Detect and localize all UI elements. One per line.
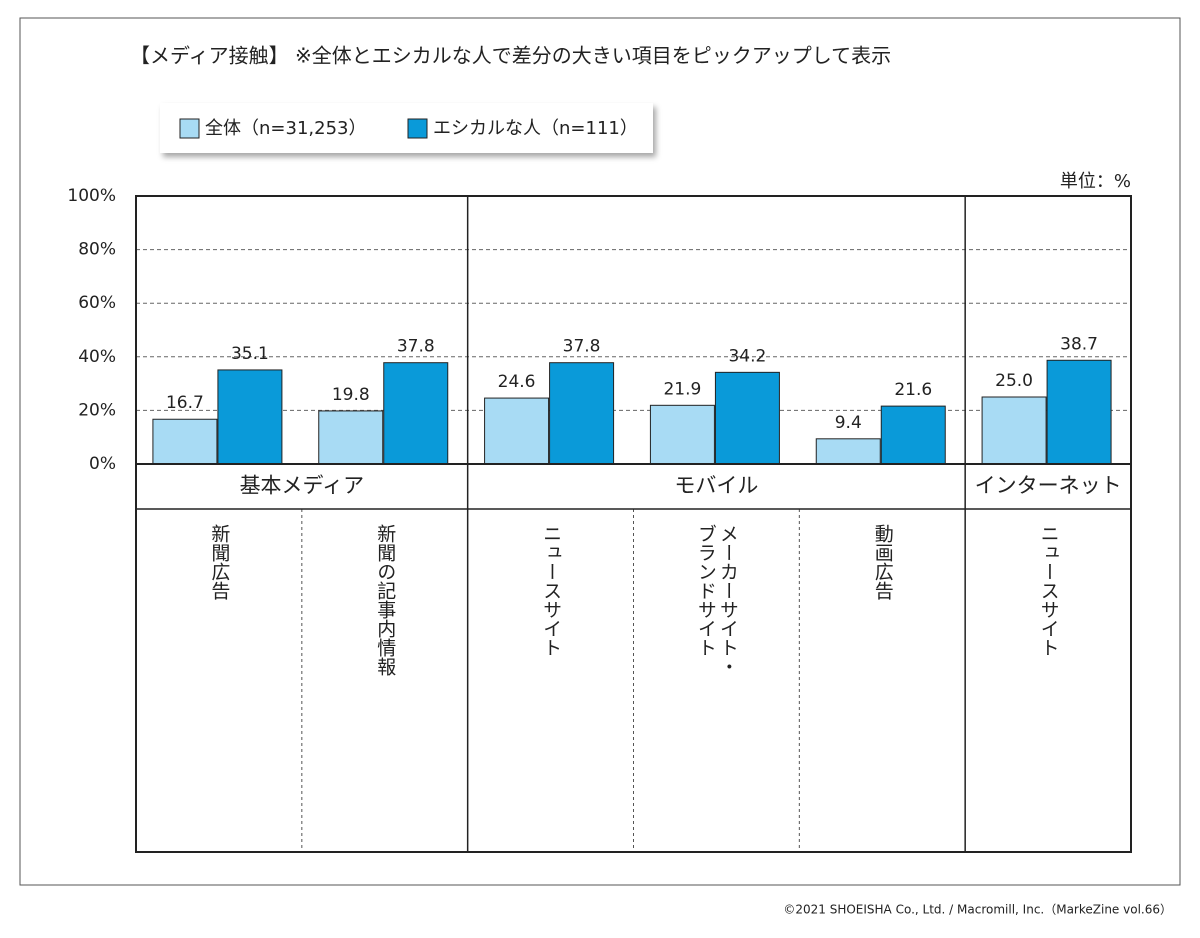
- category-label: 新聞の記事内情報: [374, 524, 396, 677]
- category-label: 動画広告: [872, 524, 894, 600]
- value-label: 21.9: [663, 379, 701, 399]
- group-label: インターネット: [975, 474, 1122, 498]
- bar: [981, 396, 1047, 465]
- legend-box: [160, 103, 653, 153]
- value-label: 34.2: [728, 346, 766, 366]
- bar: [714, 371, 780, 465]
- legend-label: 全体（n=31,253）: [205, 118, 366, 139]
- bar: [1046, 359, 1112, 465]
- category-label: 新聞広告: [208, 524, 230, 600]
- value-label: 37.8: [563, 337, 601, 357]
- chart-title: 【メディア接触】 ※全体とエシカルな人で差分の大きい項目をピックアップして表示: [130, 44, 891, 68]
- y-tick-label: 0%: [89, 454, 116, 474]
- value-label: 16.7: [166, 393, 204, 413]
- value-label: 35.1: [231, 344, 269, 364]
- bar: [383, 362, 449, 465]
- bar: [649, 404, 715, 465]
- frame: [19, 17, 1181, 886]
- bar: [815, 438, 881, 465]
- group-label: 基本メディア: [240, 474, 365, 498]
- bar: [549, 362, 615, 465]
- value-label: 37.8: [397, 337, 435, 357]
- bar: [217, 369, 283, 465]
- value-label: 38.7: [1060, 334, 1098, 354]
- bar: [484, 397, 550, 465]
- legend-label: エシカルな人（n=111）: [433, 118, 638, 139]
- y-tick-label: 100%: [67, 186, 116, 206]
- legend-swatch: [407, 118, 428, 139]
- unit-label: 単位：%: [1060, 171, 1131, 192]
- bar: [318, 410, 384, 465]
- group-label: モバイル: [674, 474, 758, 498]
- value-label: 25.0: [995, 371, 1033, 391]
- legend-swatch: [179, 118, 200, 139]
- value-label: 19.8: [332, 385, 370, 405]
- bar: [880, 405, 946, 465]
- category-label: ニュースサイト: [540, 524, 562, 657]
- footer: ©2021 SHOEISHA Co., Ltd. / Macromill, In…: [783, 903, 1172, 917]
- plot-frame: [135, 195, 1132, 853]
- category-label: ニュースサイト: [1038, 524, 1060, 657]
- y-tick-label: 60%: [78, 293, 116, 313]
- y-tick-label: 40%: [78, 347, 116, 367]
- category-label: ブランドサイト: [695, 524, 717, 657]
- bar: [152, 418, 218, 465]
- category-label: メーカーサイト・: [717, 524, 739, 676]
- y-tick-label: 20%: [78, 400, 116, 420]
- value-label: 24.6: [498, 372, 536, 392]
- value-label: 21.6: [894, 380, 932, 400]
- y-tick-label: 80%: [78, 240, 116, 260]
- value-label: 9.4: [835, 413, 862, 433]
